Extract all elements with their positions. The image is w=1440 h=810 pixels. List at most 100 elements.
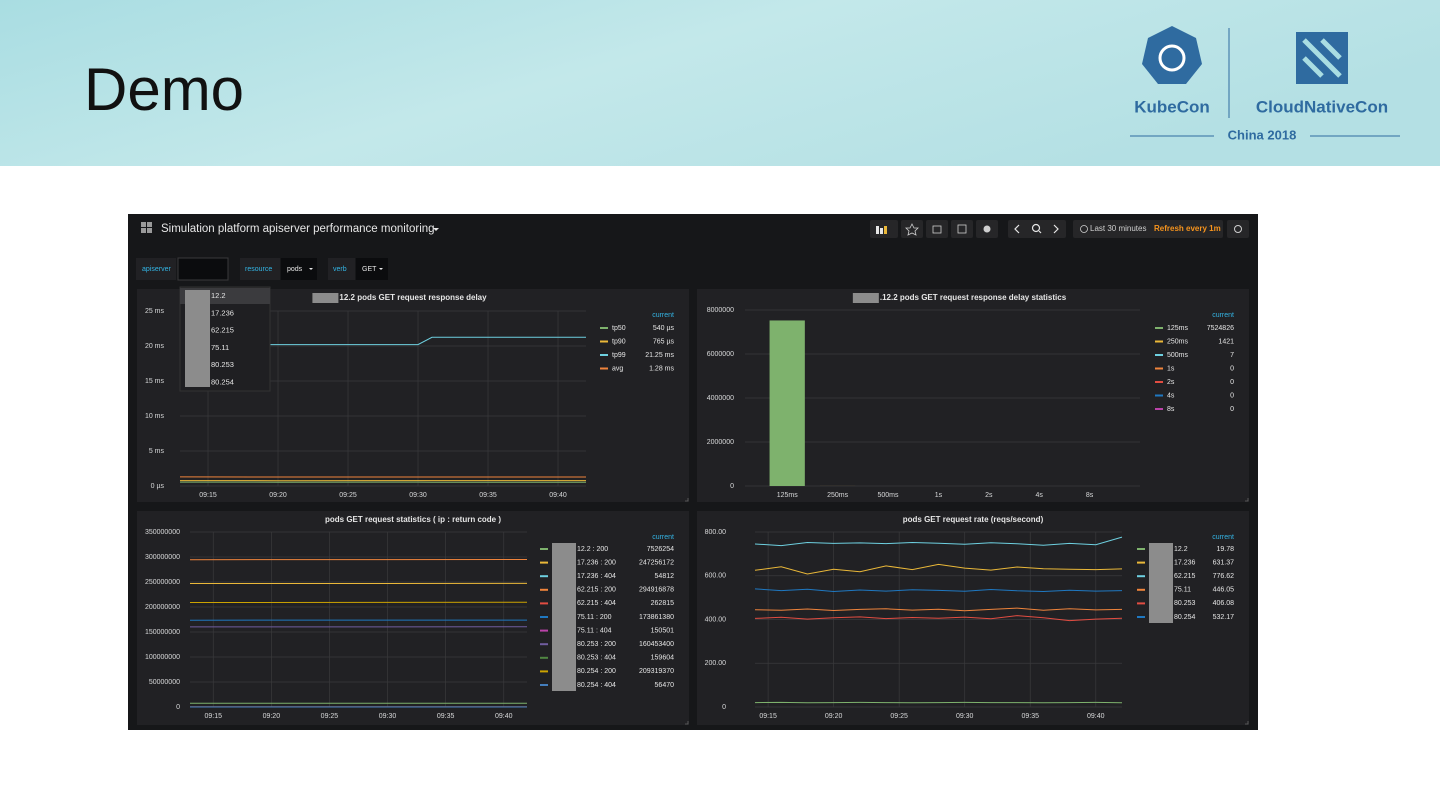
toolbar-button[interactable]: [926, 220, 948, 238]
variable-select[interactable]: [281, 258, 317, 280]
legend-label[interactable]: 17.236 : 200: [577, 559, 616, 566]
variable-value[interactable]: GET: [362, 266, 377, 273]
refresh-button[interactable]: [1227, 220, 1249, 238]
logo-wheel: [1158, 44, 1186, 72]
legend-header: current: [1212, 534, 1234, 541]
x-tick-label: 09:20: [263, 713, 281, 720]
x-tick-label: 250ms: [827, 492, 849, 499]
legend-label[interactable]: 62.215: [1174, 573, 1196, 580]
legend-label[interactable]: 1s: [1167, 365, 1175, 372]
bar: [769, 320, 805, 486]
logo: [1130, 26, 1400, 137]
time-picker[interactable]: [1073, 220, 1223, 238]
y-tick-label: 600.00: [705, 573, 727, 580]
legend-label[interactable]: 80.253 : 404: [577, 655, 616, 662]
toolbar-button[interactable]: [1008, 220, 1066, 238]
legend-label[interactable]: 17.236: [1174, 559, 1196, 566]
series-line: [754, 563, 1123, 575]
legend-label[interactable]: tp99: [612, 352, 626, 359]
y-tick-label: 400.00: [705, 616, 727, 623]
slide-title: Demo: [84, 56, 244, 123]
legend-value: 159604: [651, 655, 674, 662]
series-line: [754, 607, 1123, 612]
legend-label[interactable]: 125ms: [1167, 325, 1189, 332]
legend-label[interactable]: 17.236 : 404: [577, 573, 616, 580]
x-tick-label: 09:35: [437, 713, 455, 720]
y-tick-label: 20 ms: [145, 343, 165, 350]
panel-title: pods GET request rate (reqs/second): [903, 515, 1044, 524]
panels: 12.2 pods GET request response delay 0 µs…: [137, 289, 1249, 725]
y-tick-label: 200000000: [145, 604, 180, 611]
x-tick-label: 125ms: [777, 492, 799, 499]
legend-label[interactable]: avg: [612, 365, 623, 372]
redaction: [312, 293, 339, 303]
toolbar-button[interactable]: [951, 220, 973, 238]
legend-label[interactable]: 8s: [1167, 406, 1175, 413]
legend-label[interactable]: 75.11 : 200: [577, 614, 612, 621]
time-range[interactable]: Last 30 minutes: [1090, 224, 1146, 233]
legend-value: 160453400: [639, 641, 674, 648]
panel: pods GET request statistics ( ip : retur…: [137, 511, 689, 725]
legend-value: 540 µs: [653, 325, 675, 332]
legend-label[interactable]: 80.253: [1174, 600, 1196, 607]
legend-value: 1421: [1218, 338, 1234, 345]
x-tick-label: 09:20: [269, 492, 287, 499]
legend-label[interactable]: 4s: [1167, 392, 1175, 399]
legend-label[interactable]: 80.253 : 200: [577, 641, 616, 648]
y-tick-label: 0: [722, 704, 726, 711]
legend-label[interactable]: 62.215 : 200: [577, 587, 616, 594]
panel-title: .12.2 pods GET request response delay st…: [880, 293, 1067, 302]
series-line: [754, 536, 1123, 547]
legend-value: 294916878: [639, 587, 674, 594]
legend-label[interactable]: 2s: [1167, 379, 1175, 386]
resize-handle: [1245, 721, 1249, 725]
panel: pods GET request rate (reqs/second) 0 200.…: [697, 511, 1249, 725]
legend-value: 0: [1230, 365, 1234, 372]
legend-label[interactable]: 80.254 : 200: [577, 668, 616, 675]
y-tick-label: 150000000: [145, 629, 180, 636]
legend-label[interactable]: 75.11 : 404: [577, 627, 612, 634]
legend-value: 173861380: [639, 614, 674, 621]
legend-label[interactable]: 80.254: [1174, 614, 1196, 621]
legend-value: 0: [1230, 379, 1234, 386]
legend-label[interactable]: 250ms: [1167, 338, 1189, 345]
y-tick-label: 8000000: [707, 307, 734, 314]
y-tick-label: 2000000: [707, 439, 734, 446]
x-tick-label: 500ms: [877, 492, 899, 499]
y-tick-label: 100000000: [145, 654, 180, 661]
dropdown-option[interactable]: 80.254: [211, 377, 234, 386]
variable-value[interactable]: pods: [287, 266, 303, 273]
legend-label[interactable]: 12.2 : 200: [577, 546, 608, 553]
legend-value: 776.62: [1213, 573, 1235, 580]
legend-label[interactable]: tp50: [612, 325, 626, 332]
x-tick-label: 8s: [1086, 492, 1094, 499]
legend-label[interactable]: 62.215 : 404: [577, 600, 616, 607]
dropdown-option[interactable]: 75.11: [211, 343, 229, 352]
legend-label[interactable]: 12.2: [1174, 546, 1188, 553]
series-line: [754, 615, 1123, 622]
dropdown-option[interactable]: 12.2: [211, 291, 226, 300]
dropdown-option[interactable]: 80.253: [211, 360, 234, 369]
dropdown-option[interactable]: 62.215: [211, 326, 234, 335]
panel-title: 12.2 pods GET request response delay: [339, 293, 487, 302]
legend-header: current: [652, 534, 674, 541]
legend-value: 446.05: [1213, 587, 1235, 594]
variable-input[interactable]: [177, 257, 229, 281]
legend-label[interactable]: 80.254 : 404: [577, 682, 616, 689]
legend-label[interactable]: tp90: [612, 338, 626, 345]
dropdown-option[interactable]: 17.236: [211, 308, 234, 317]
x-tick-label: 09:30: [379, 713, 397, 720]
legend-label[interactable]: 75.11: [1174, 587, 1191, 594]
legend-label[interactable]: 500ms: [1167, 352, 1189, 359]
x-tick-label: 09:25: [339, 492, 357, 499]
y-tick-label: 0 µs: [151, 483, 165, 490]
toolbar-button[interactable]: [901, 220, 923, 238]
legend-value: 262815: [651, 600, 674, 607]
x-tick-label: 09:15: [204, 713, 222, 720]
refresh-interval[interactable]: Refresh every 1m: [1154, 224, 1221, 233]
dashboard-title[interactable]: Simulation platform apiserver performanc…: [161, 223, 435, 235]
logo-mark: [1302, 38, 1342, 78]
caret: [433, 228, 439, 231]
variable-select[interactable]: [356, 258, 388, 280]
